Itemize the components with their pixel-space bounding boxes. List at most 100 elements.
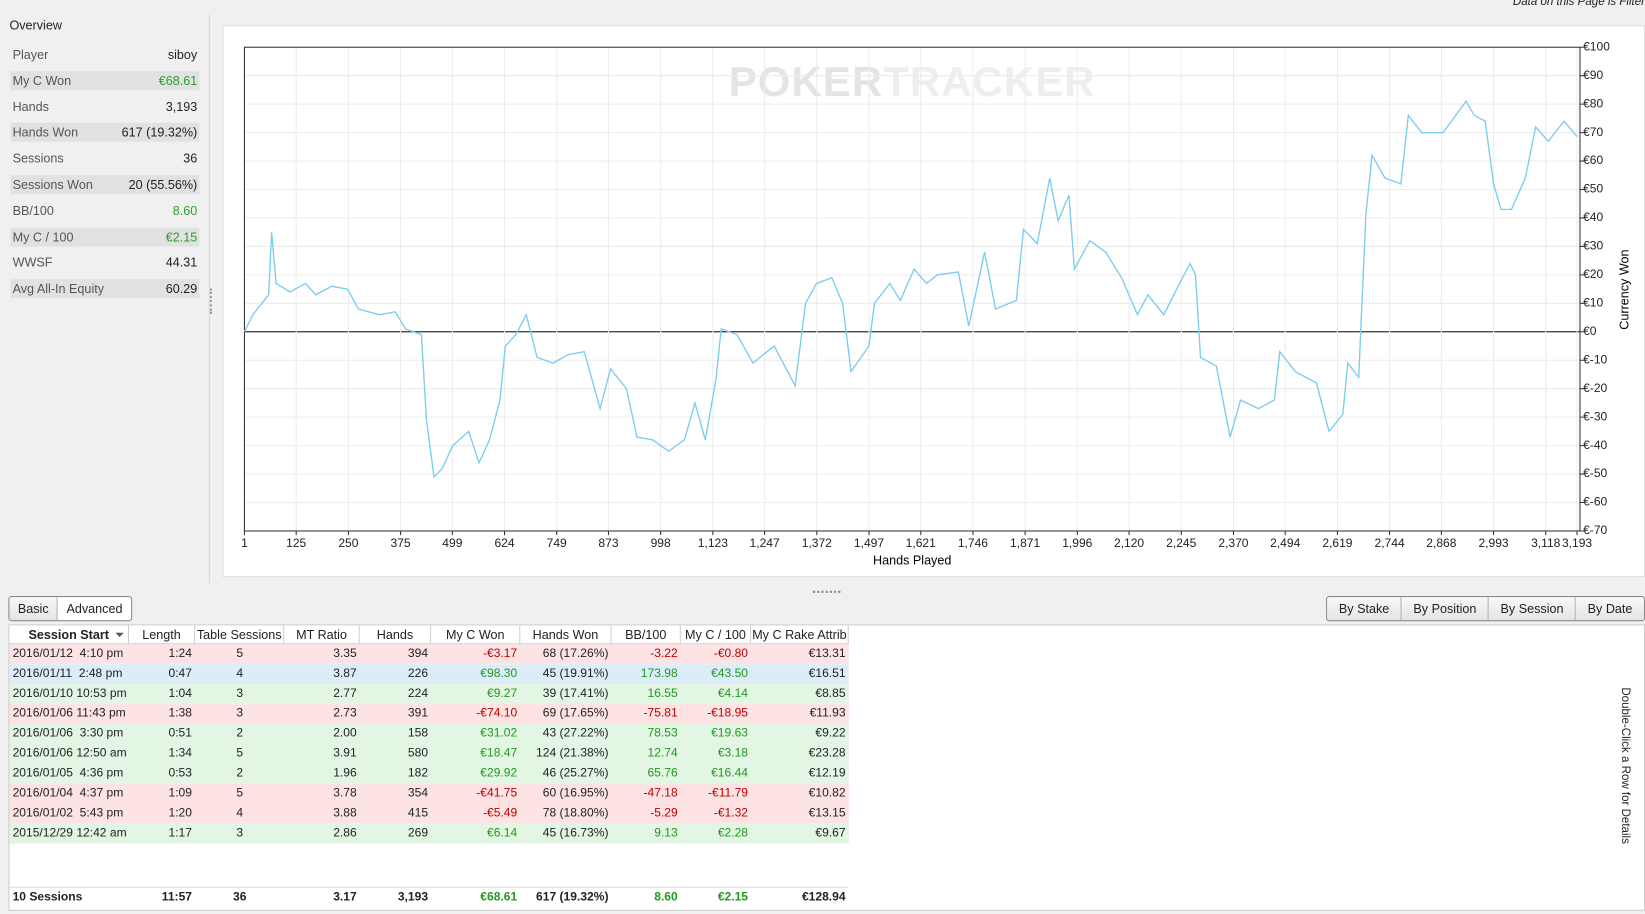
tab-button[interactable]: By Date (1576, 597, 1644, 621)
table-row[interactable] (9, 803, 849, 824)
overview-label: My C / 100 (12, 229, 74, 245)
column-header[interactable]: MT Ratio (284, 625, 360, 645)
column-header[interactable]: Length (129, 625, 196, 645)
watermark-part: TRACKER (883, 58, 1095, 105)
y-tick-label: €0 (1583, 324, 1597, 338)
table-cell: 11:57 (161, 890, 192, 904)
overview-label: Hands (12, 99, 49, 114)
table-cell: 2.86 (333, 826, 357, 840)
table-cell: 1:09 (168, 787, 192, 800)
table-cell: -€18.95 (707, 707, 749, 720)
x-tick-label: 624 (494, 536, 514, 550)
tab-button[interactable]: By Stake (1327, 597, 1402, 621)
chart-panel: POKERTRACKER €100 €90 €80 €70 €60 €50 €40 €30 €20… (222, 25, 1645, 578)
column-header[interactable]: Session Start (9, 625, 130, 645)
overview-value: 20 (55.56%) (128, 177, 198, 193)
table-row[interactable] (9, 644, 849, 665)
tab-button[interactable]: Basic (9, 597, 59, 621)
table-cell: 394 (407, 647, 429, 661)
table-row[interactable] (9, 684, 849, 705)
column-header[interactable]: Hands (359, 625, 432, 645)
table-cell: €9.22 (815, 727, 846, 740)
table-cell: €16.51 (808, 667, 846, 680)
table-cell: 3 (236, 687, 244, 700)
y-tick-label: €50 (1583, 182, 1603, 196)
table-row[interactable] (9, 763, 849, 784)
table-cell: 68 (17.26%) (542, 647, 609, 661)
overview-value: 8.60 (172, 203, 198, 219)
table-cell: 2016/01/04 4:37 pm (12, 787, 124, 800)
column-header[interactable]: My C Rake Attrib (751, 625, 849, 645)
table-row[interactable] (9, 783, 849, 804)
column-header[interactable]: Table Sessions (195, 625, 285, 645)
column-header[interactable]: Hands Won (520, 625, 612, 645)
table-cell: 1:38 (168, 707, 192, 720)
x-tick-label: 499 (442, 536, 462, 550)
y-tick-label: €-10 (1583, 352, 1607, 366)
x-tick-label: 1,247 (750, 536, 780, 550)
table-cell: 182 (407, 767, 429, 780)
table-cell: 2015/12/29 12:42 am (12, 826, 127, 840)
table-cell: -€41.75 (476, 787, 518, 800)
table-cell: 5 (236, 787, 244, 800)
column-header[interactable]: My C Won (431, 625, 521, 645)
table-cell: 1.96 (333, 767, 357, 780)
table-cell: 4 (236, 667, 244, 680)
filter-note: Data on this Page is Filter (1512, 0, 1645, 9)
table-cell: €19.63 (711, 727, 749, 740)
table-cell: €68.61 (480, 890, 518, 904)
table-cell: €43.50 (711, 667, 749, 680)
y-tick-label: €-40 (1583, 438, 1607, 452)
y-tick-label: €10 (1583, 296, 1603, 310)
table-cell: 46 (25.27%) (542, 767, 609, 780)
table-cell: 69 (17.65%) (542, 707, 609, 720)
table-row[interactable] (9, 823, 849, 844)
x-tick-label: 749 (547, 536, 567, 550)
overview-value: 44.31 (165, 255, 198, 271)
y-tick-label: €70 (1583, 125, 1603, 139)
sort-arrow (115, 632, 124, 637)
table-cell: €2.15 (717, 890, 749, 904)
column-header[interactable]: BB/100 (611, 625, 681, 645)
tab-button[interactable]: By Position (1401, 597, 1489, 621)
table-cell: 2.73 (333, 707, 357, 720)
overview-value: 36 (183, 151, 198, 166)
table-cell: -47.18 (643, 787, 678, 800)
overview-row: Hands Won 617 (19.32%) (10, 123, 200, 143)
table-cell: 2016/01/06 3:30 pm (12, 727, 124, 740)
overview-label: Sessions (12, 151, 64, 166)
table-cell: 617 (19.32%) (536, 890, 609, 904)
overview-label: Hands Won (12, 125, 79, 140)
table-cell: 3 (236, 826, 244, 840)
overview-row: BB/100 8.60 (10, 201, 199, 220)
x-tick-label: 873 (598, 536, 618, 550)
tab-button[interactable]: By Session (1488, 597, 1577, 621)
tab-button[interactable]: Advanced (58, 597, 131, 621)
overview-value: 3,193 (165, 99, 198, 114)
table-row[interactable] (9, 664, 849, 685)
overview-value: 60.29 (165, 281, 198, 297)
x-tick-label: 1,497 (854, 536, 884, 550)
y-tick-label: €30 (1583, 239, 1603, 253)
table-cell: 3.35 (333, 647, 357, 661)
x-tick-label: 2,744 (1375, 536, 1405, 550)
x-tick-label: 2,370 (1218, 536, 1248, 550)
table-row[interactable] (9, 704, 849, 725)
table-row[interactable] (9, 744, 849, 764)
column-header[interactable]: My C / 100 (680, 625, 752, 645)
plot-frame (243, 46, 1581, 532)
table-cell: 0:53 (168, 767, 192, 780)
y-axis-label: Currency Won (1617, 250, 1631, 330)
overview-row: Hands 3,193 (10, 97, 199, 116)
y-tick-label: €-20 (1583, 381, 1607, 395)
overview-panel: Overview Player siboy My C Won €68.61 Hands 3… (0, 14, 210, 584)
table-cell: 3.17 (333, 890, 357, 904)
table-cell: €2.28 (717, 826, 749, 840)
x-tick-label: 1,746 (958, 536, 988, 550)
splitter-handle[interactable] (813, 590, 841, 593)
table-cell: 391 (407, 707, 429, 720)
splitter-grip[interactable] (209, 288, 215, 314)
table-row[interactable] (9, 724, 849, 745)
profit-line (243, 100, 1578, 479)
table-cell: €9.67 (815, 826, 846, 840)
